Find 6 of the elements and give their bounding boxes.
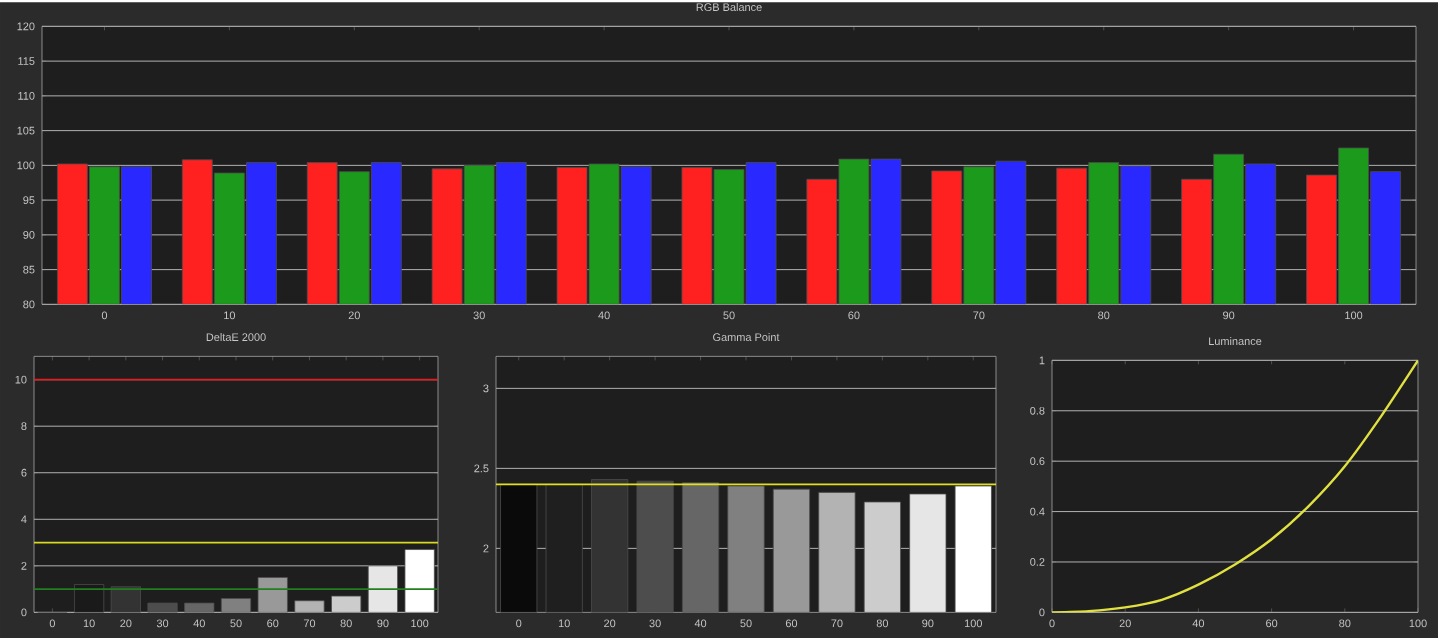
bar — [220, 597, 252, 613]
line-series — [1052, 360, 1419, 613]
bar — [294, 600, 325, 613]
bar — [110, 586, 141, 613]
bar — [404, 548, 435, 613]
bar — [147, 602, 178, 613]
